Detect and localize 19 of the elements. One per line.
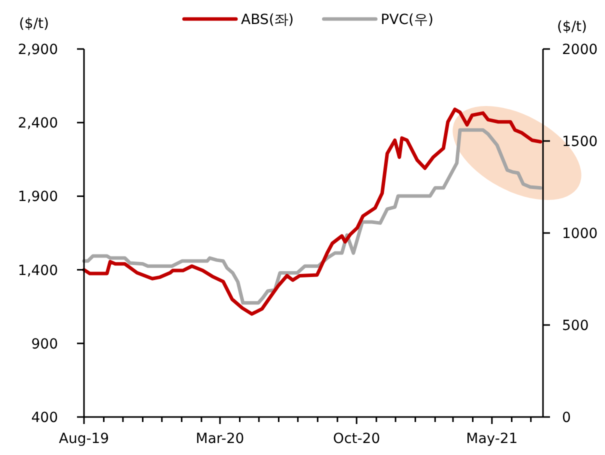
legend-label: ABS(좌) <box>241 12 294 28</box>
y-tick-label: 1,900 <box>18 189 58 206</box>
legend-label: PVC(우) <box>380 12 434 28</box>
y-axis-title: ($/t) <box>18 16 50 32</box>
x-tick-label: Oct-20 <box>333 431 380 447</box>
y2-tick-label: 1000 <box>562 226 598 242</box>
x-tick-label: Mar-20 <box>196 431 244 447</box>
y-tick-label: 400 <box>31 410 58 426</box>
y-tick-label: 2,400 <box>18 116 58 132</box>
y-tick-label: 1,400 <box>18 262 58 279</box>
y2-tick-label: 0 <box>562 410 571 426</box>
y2-tick-label: 1500 <box>562 134 598 150</box>
y2-tick-label: 2000 <box>562 42 598 58</box>
y-tick-label: 900 <box>31 336 58 352</box>
y2-tick-label: 500 <box>562 318 589 334</box>
y2-axis-title: ($/t) <box>556 19 588 35</box>
x-tick-label: Aug-19 <box>58 431 110 447</box>
y-tick-label: 2,900 <box>18 42 58 58</box>
x-tick-label: May-21 <box>466 431 518 447</box>
